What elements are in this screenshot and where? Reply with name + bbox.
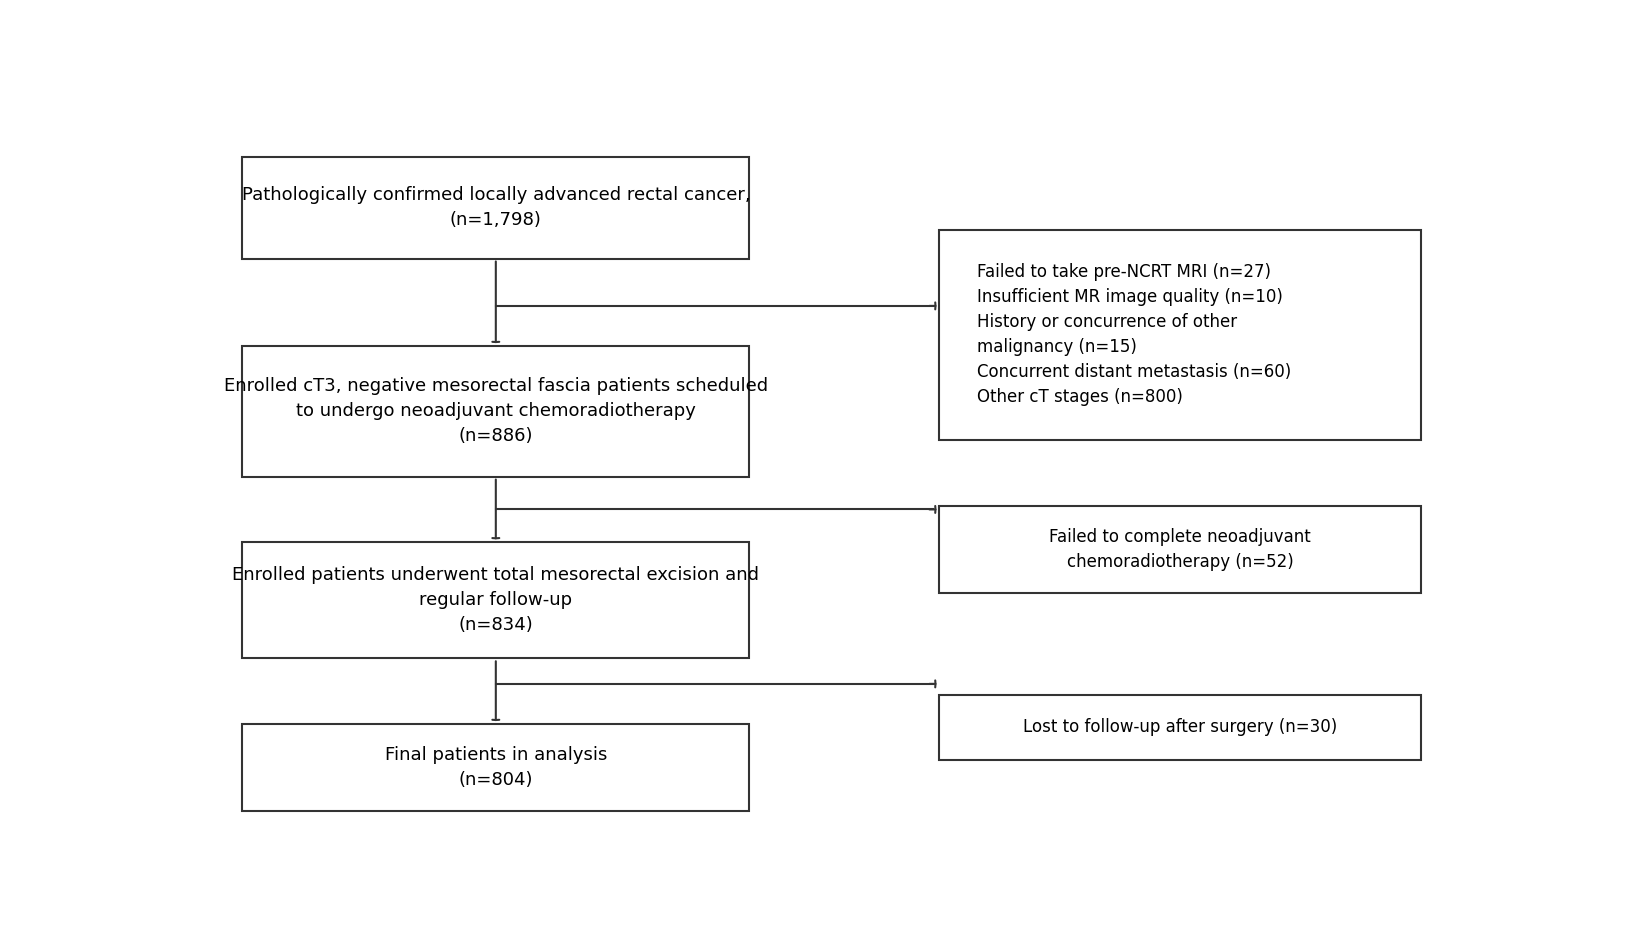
Text: Final patients in analysis
(n=804): Final patients in analysis (n=804) [384,746,607,789]
FancyBboxPatch shape [242,157,749,259]
Text: Lost to follow-up after surgery (n=30): Lost to follow-up after surgery (n=30) [1024,718,1337,736]
FancyBboxPatch shape [242,724,749,811]
FancyBboxPatch shape [938,506,1421,593]
Text: Failed to take pre-NCRT MRI (n=27)
Insufficient MR image quality (n=10)
History : Failed to take pre-NCRT MRI (n=27) Insuf… [978,263,1292,407]
FancyBboxPatch shape [938,695,1421,760]
Text: Enrolled cT3, negative mesorectal fascia patients scheduled
to undergo neoadjuva: Enrolled cT3, negative mesorectal fascia… [224,378,768,446]
FancyBboxPatch shape [242,542,749,659]
Text: Failed to complete neoadjuvant
chemoradiotherapy (n=52): Failed to complete neoadjuvant chemoradi… [1050,528,1311,571]
FancyBboxPatch shape [242,346,749,477]
FancyBboxPatch shape [938,229,1421,440]
Text: Enrolled patients underwent total mesorectal excision and
regular follow-up
(n=8: Enrolled patients underwent total mesore… [232,566,759,634]
Text: Pathologically confirmed locally advanced rectal cancer,
(n=1,798): Pathologically confirmed locally advance… [242,186,750,229]
